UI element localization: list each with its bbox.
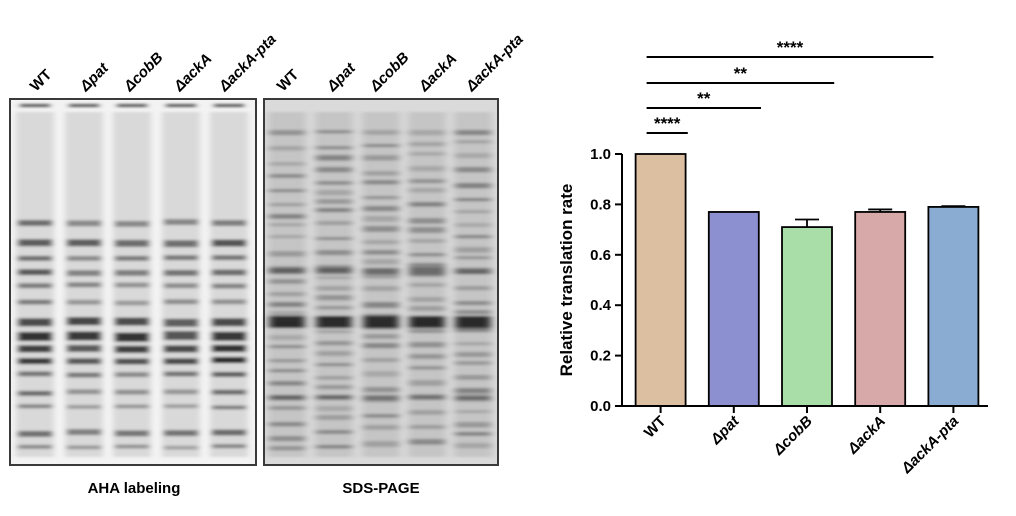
x-tick-label: ΔackA [844, 413, 889, 458]
x-tick-label: ΔackA-pta [898, 413, 963, 478]
gel-lane [408, 112, 446, 457]
gel-lane [210, 104, 248, 457]
gel-lane-labels: WT Δpat ΔcobB ΔackA ΔackA-pta WT Δpat Δc… [27, 31, 527, 96]
gel1-lane-label: WT [27, 66, 56, 95]
bar [927, 206, 980, 407]
gel1-lane-label: ΔcobB [120, 49, 166, 95]
gel-lane [315, 112, 353, 457]
sds-gel-border [263, 98, 499, 466]
gel1-lane-label: Δpat [76, 59, 112, 95]
y-tick-label: 1.0 [590, 146, 611, 163]
gel1-lane-label: ΔackA-pta [215, 31, 280, 96]
y-tick-label: 0.4 [590, 297, 612, 314]
gel-lane [162, 104, 200, 457]
y-tick-label: 0.8 [590, 196, 611, 213]
aha-gel-panel: AHA labeling [9, 98, 257, 497]
bars [634, 153, 980, 407]
y-tick-label: 0.0 [590, 398, 611, 415]
gel-lane [113, 104, 151, 457]
bar [854, 211, 907, 407]
sds-gel-caption: SDS-PAGE [342, 480, 419, 497]
significance-label: ** [734, 64, 748, 83]
gel2-lane-label: ΔcobB [366, 49, 412, 95]
gel2-lane-label: Δpat [323, 59, 359, 95]
y-tick-label: 0.6 [590, 247, 611, 264]
aha-gel-border [9, 98, 257, 466]
sds-page-gel-panel: SDS-PAGE [263, 98, 499, 497]
aha-gel-caption: AHA labeling [88, 480, 181, 497]
x-tick-label: Δpat [707, 412, 743, 448]
significance-brackets: ************ [646, 38, 934, 134]
bar [634, 153, 687, 407]
gel2-lane-label: WT [274, 66, 303, 95]
sds-gel-lanes [268, 112, 492, 457]
significance-label: ** [697, 89, 711, 108]
gel2-lane-label: ΔackA [415, 50, 460, 95]
y-tick-label: 0.2 [590, 348, 611, 365]
gel-lane [362, 112, 400, 457]
gel-lane [268, 112, 306, 457]
gel-lane [454, 112, 492, 457]
bar-chart: ************ 0.00.20.40.60.81.0WT Δpat Δco… [557, 38, 988, 477]
gel2-lane-label: ΔackA-pta [462, 31, 527, 96]
x-tick-label: WT [641, 413, 670, 442]
significance-label: **** [654, 114, 681, 133]
aha-gel-lanes [16, 104, 248, 457]
gel1-lane-label: ΔackA [170, 50, 215, 95]
x-tick-label: ΔcobB [769, 413, 815, 459]
bar [707, 211, 760, 407]
significance-label: **** [777, 38, 804, 57]
gel-lane [16, 104, 54, 457]
gel-lane [65, 104, 103, 457]
bar [781, 226, 833, 407]
y-axis-label: Relative translation rate [557, 184, 576, 377]
